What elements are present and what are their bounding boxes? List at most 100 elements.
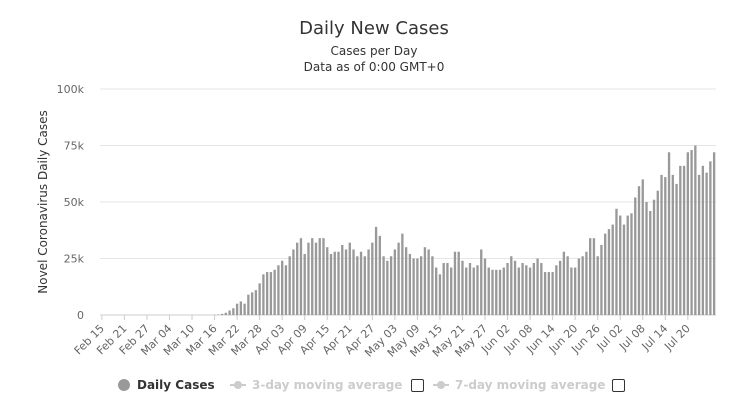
bar[interactable] — [450, 267, 453, 315]
checkbox-3-day-moving-average[interactable] — [411, 379, 424, 392]
bar[interactable] — [656, 190, 659, 315]
bar[interactable] — [269, 272, 273, 315]
bar[interactable] — [592, 238, 596, 315]
bar[interactable] — [326, 247, 329, 315]
bar[interactable] — [220, 313, 224, 315]
bar[interactable] — [239, 301, 243, 315]
bar[interactable] — [386, 260, 389, 315]
bar[interactable] — [341, 244, 344, 315]
bar[interactable] — [397, 242, 400, 315]
bar[interactable] — [299, 238, 303, 315]
bar[interactable] — [562, 251, 566, 315]
bar[interactable] — [495, 269, 498, 315]
bar[interactable] — [491, 269, 494, 315]
bar[interactable] — [506, 263, 509, 315]
bar[interactable] — [423, 247, 427, 315]
bar[interactable] — [690, 150, 693, 315]
bar[interactable] — [367, 249, 370, 315]
bar[interactable] — [296, 242, 299, 315]
bar[interactable] — [416, 258, 419, 316]
bar[interactable] — [382, 256, 385, 315]
bar[interactable] — [705, 172, 708, 315]
bar[interactable] — [622, 224, 626, 315]
bar[interactable] — [262, 274, 265, 315]
bar[interactable] — [311, 238, 314, 315]
bar[interactable] — [528, 267, 532, 315]
bar[interactable] — [525, 265, 528, 315]
bar[interactable] — [570, 267, 573, 315]
bar[interactable] — [378, 235, 381, 315]
bar[interactable] — [461, 260, 464, 315]
bar[interactable] — [577, 258, 581, 316]
bar[interactable] — [232, 308, 235, 315]
bar[interactable] — [634, 197, 637, 315]
bar[interactable] — [641, 179, 644, 315]
bar[interactable] — [235, 303, 239, 315]
bar[interactable] — [374, 226, 378, 315]
bar[interactable] — [359, 251, 363, 315]
bar[interactable] — [611, 224, 614, 315]
bar[interactable] — [619, 215, 622, 315]
bar[interactable] — [401, 233, 404, 315]
bar[interactable] — [254, 290, 258, 315]
bar[interactable] — [566, 256, 569, 315]
bar[interactable] — [513, 260, 517, 315]
bar[interactable] — [498, 269, 502, 315]
bar[interactable] — [356, 256, 359, 315]
bar[interactable] — [694, 145, 697, 316]
bar[interactable] — [637, 186, 641, 315]
bar[interactable] — [649, 211, 652, 315]
bar[interactable] — [435, 267, 438, 315]
bar[interactable] — [517, 267, 520, 315]
bar[interactable] — [329, 253, 333, 315]
bar[interactable] — [389, 256, 393, 315]
bar[interactable] — [431, 256, 434, 315]
bar[interactable] — [701, 165, 705, 315]
bar[interactable] — [363, 256, 366, 315]
bar[interactable] — [228, 310, 231, 315]
bar[interactable] — [585, 251, 588, 315]
bar[interactable] — [322, 238, 325, 315]
bar[interactable] — [573, 267, 577, 315]
bar[interactable] — [543, 272, 547, 315]
bar[interactable] — [476, 265, 479, 315]
bar[interactable] — [292, 249, 295, 315]
bar[interactable] — [344, 249, 348, 315]
bar[interactable] — [453, 251, 457, 315]
bar[interactable] — [596, 256, 599, 315]
legend-item-3-day-moving-average[interactable]: 3-day moving average — [230, 376, 402, 394]
bar[interactable] — [243, 303, 246, 315]
bar[interactable] — [697, 174, 701, 315]
bar[interactable] — [581, 256, 584, 315]
bar[interactable] — [709, 161, 712, 315]
bar[interactable] — [483, 258, 487, 316]
bar[interactable] — [480, 249, 483, 315]
bar[interactable] — [521, 263, 524, 315]
bar[interactable] — [288, 256, 291, 315]
bar[interactable] — [273, 269, 276, 315]
checkbox-7-day-moving-average[interactable] — [612, 379, 625, 392]
bar[interactable] — [558, 260, 562, 315]
bar[interactable] — [333, 251, 336, 315]
bar[interactable] — [607, 229, 611, 315]
bar[interactable] — [630, 213, 633, 315]
bar[interactable] — [468, 263, 472, 315]
bar[interactable] — [457, 251, 460, 315]
bar[interactable] — [438, 274, 442, 315]
bar[interactable] — [352, 249, 355, 315]
bar[interactable] — [502, 267, 505, 315]
bar[interactable] — [626, 215, 629, 315]
bar[interactable] — [712, 152, 716, 315]
bar[interactable] — [281, 260, 284, 315]
bar[interactable] — [427, 249, 430, 315]
legend-item-daily-cases[interactable]: Daily Cases — [118, 376, 215, 394]
bar[interactable] — [555, 265, 558, 315]
bar[interactable] — [487, 267, 490, 315]
bar[interactable] — [600, 244, 603, 315]
bar[interactable] — [551, 272, 554, 315]
bar[interactable] — [412, 258, 415, 316]
bar[interactable] — [547, 272, 551, 315]
bar[interactable] — [510, 256, 513, 315]
bar[interactable] — [664, 177, 667, 315]
bar-series-daily-cases[interactable] — [213, 145, 716, 316]
